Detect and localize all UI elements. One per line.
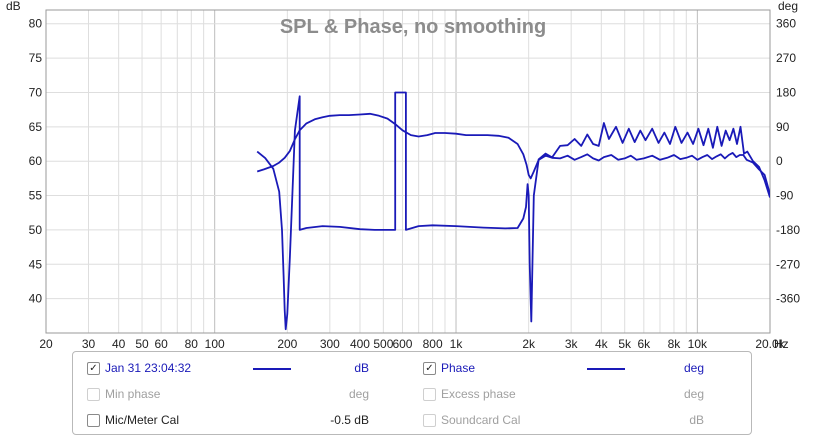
spl-trace: [256, 112, 770, 195]
right-tick-label: -180: [776, 223, 800, 237]
right-tick-label: -90: [776, 189, 794, 203]
x-tick-label: 10k: [688, 337, 708, 350]
soundcard-cal-checkbox[interactable]: [423, 414, 436, 427]
x-tick-label: 100: [205, 337, 225, 350]
right-tick-label: 0: [776, 154, 783, 168]
right-tick-label: 90: [776, 120, 790, 134]
excess-phase-checkbox[interactable]: [423, 388, 436, 401]
legend-panel: ✓ Jan 31 23:04:32 dB ✓ Phase deg Min pha…: [72, 351, 752, 435]
left-tick-label: 65: [29, 120, 43, 134]
legend-row-3: Mic/Meter Cal -0.5 dB Soundcard Cal dB: [73, 411, 751, 431]
x-tick-label: 5k: [618, 337, 632, 350]
left-tick-label: 80: [29, 17, 43, 31]
measurement-unit: dB: [354, 361, 369, 375]
min-phase-label: Min phase: [105, 387, 161, 401]
right-axis-unit: deg: [778, 0, 798, 13]
x-tick-label: 50: [135, 337, 149, 350]
x-tick-label: 600: [392, 337, 412, 350]
excess-phase-label: Excess phase: [441, 387, 516, 401]
x-tick-label: 40: [112, 337, 126, 350]
excess-phase-unit: deg: [683, 387, 704, 401]
x-tick-label: 60: [154, 337, 168, 350]
plot-frame: [45, 9, 771, 334]
x-tick-label: 800: [423, 337, 443, 350]
left-tick-label: 70: [29, 85, 43, 99]
x-tick-label: 6k: [637, 337, 651, 350]
right-tick-label: -360: [776, 292, 800, 306]
left-tick-label: 75: [29, 51, 43, 65]
chart-title: SPL & Phase, no smoothing: [280, 16, 546, 38]
right-tick-label: 360: [776, 17, 796, 31]
x-tick-label: 1k: [450, 337, 464, 350]
left-tick-label: 45: [29, 257, 43, 271]
spl-phase-chart: SPL & Phase, no smoothing dB deg Hz 40 45 50 55…: [6, 0, 800, 350]
left-tick-label: 60: [29, 154, 43, 168]
legend-row-2: Min phase deg Excess phase deg: [73, 385, 751, 405]
x-tick-label: 20.0k: [755, 337, 785, 350]
x-tick-label: 200: [277, 337, 297, 350]
phase-unit: deg: [683, 361, 704, 375]
right-tick-label: -270: [776, 257, 800, 271]
soundcard-cal-unit: dB: [689, 413, 704, 427]
x-tick-label: 30: [82, 337, 96, 350]
measurement-label: Jan 31 23:04:32: [105, 361, 192, 375]
mic-meter-cal-label: Mic/Meter Cal: [105, 413, 180, 427]
left-tick-label: 50: [29, 223, 43, 237]
left-axis-unit: dB: [6, 0, 21, 13]
x-tick-label: 20: [39, 337, 53, 350]
x-tick-label: 80: [185, 337, 199, 350]
phase-swatch: [587, 368, 625, 370]
x-axis-unit: Hz: [774, 337, 789, 350]
x-tick-label: 500: [373, 337, 393, 350]
x-tick-label: 3k: [565, 337, 579, 350]
left-tick-label: 40: [29, 292, 43, 306]
legend-row-1: ✓ Jan 31 23:04:32 dB ✓ Phase deg: [73, 359, 751, 379]
x-tick-label: 300: [320, 337, 340, 350]
measurement-checkbox[interactable]: ✓: [87, 362, 100, 375]
x-tick-label: 4k: [595, 337, 609, 350]
min-phase-checkbox[interactable]: [87, 388, 100, 401]
right-tick-label: 180: [776, 85, 796, 99]
mic-meter-cal-value: -0.5 dB: [330, 413, 369, 427]
mic-meter-cal-checkbox[interactable]: [87, 414, 100, 427]
left-tick-label: 55: [29, 189, 43, 203]
phase-trace: [256, 91, 770, 331]
x-tick-label: 2k: [522, 337, 536, 350]
measurement-swatch: [253, 368, 291, 370]
x-tick-label: 8k: [668, 337, 682, 350]
right-tick-label: 270: [776, 51, 796, 65]
phase-checkbox[interactable]: ✓: [423, 362, 436, 375]
min-phase-unit: deg: [348, 387, 369, 401]
phase-label: Phase: [441, 361, 476, 375]
soundcard-cal-label: Soundcard Cal: [441, 413, 521, 427]
x-tick-label: 400: [350, 337, 370, 350]
